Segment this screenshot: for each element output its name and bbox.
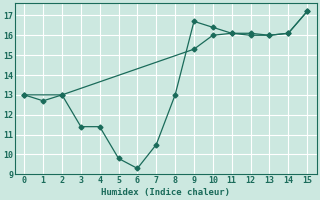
X-axis label: Humidex (Indice chaleur): Humidex (Indice chaleur) <box>101 188 230 197</box>
